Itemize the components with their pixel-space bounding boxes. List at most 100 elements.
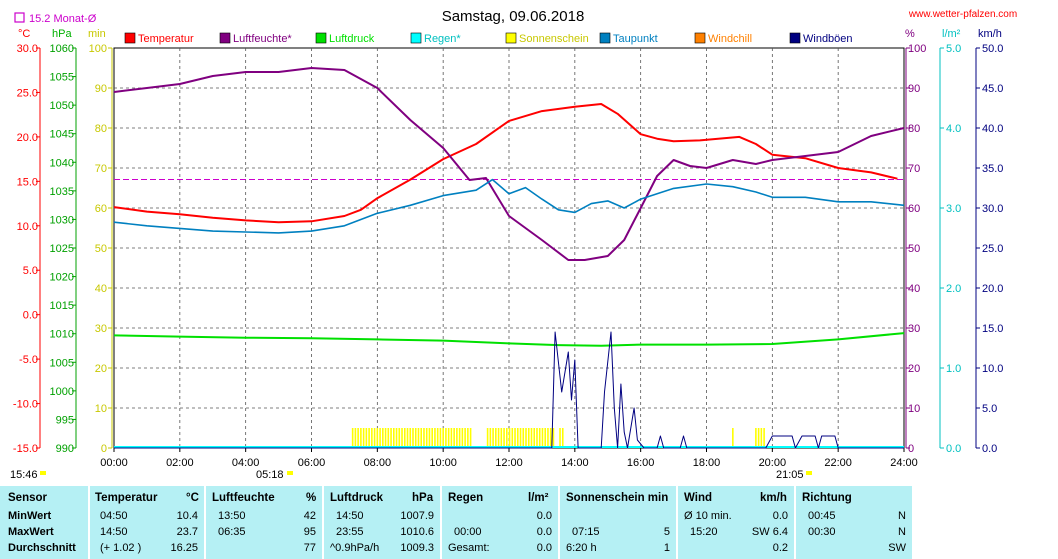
legend-swatch [124,32,136,44]
start-time: 15:46 [10,469,38,481]
wind-tick-label: 15.0 [982,323,1003,335]
grid [114,48,904,448]
rain-tick-label: 2.0 [946,283,961,295]
rain-max-time: 00:00 [454,526,482,538]
legend-swatch [315,32,327,44]
pressure-tick-label: 1010 [50,329,74,341]
x-tick-label: 16:00 [627,457,655,469]
sun-max-value: 5 [663,526,670,538]
sunshine-bar [403,428,406,448]
humidity-tick-label: 0 [908,443,914,455]
sunshine-bar [469,428,472,448]
legend: Temperatur Luftfeuchte* Luftdruck Regen* Son… [124,32,853,45]
sunshine-bar [527,428,530,448]
stats-temperature-title: Temperatur [95,492,158,504]
press-min-value: 1007.9 [400,510,434,522]
dir-row3-value: SW [888,542,906,554]
stats-pressure-unit: hPa [412,492,434,504]
sunshine-bar [486,428,489,448]
sunshine-bar [495,428,497,448]
sunshine-bar [538,428,541,448]
sunshine-bar [514,428,516,448]
sunshine-bar [519,428,522,448]
stats-rain-unit: l/m² [528,492,549,504]
sunshine-bar [549,428,552,448]
hum-min-time: 13:50 [218,510,246,522]
sunshine-bar [536,428,538,448]
legend-swatch [789,32,801,44]
temperature-tick-label: -5.0 [19,354,38,366]
x-axis: 00:00 02:00 04:00 06:00 08:00 10:00 12:00 14:00… [100,448,918,469]
wind-avg10-value: 0.0 [772,510,788,522]
legend-label: Luftfeuchte* [233,33,292,45]
pressure-tick-label: 1035 [50,186,74,198]
legend-swatch [599,32,611,44]
sunshine-bar [412,428,414,448]
stats-wind-title: Wind [684,492,712,504]
sunshine-bar [500,428,503,448]
x-tick-label: 02:00 [166,457,194,469]
temperature-tick-label: 5.0 [23,265,38,277]
sunshine-bar [376,428,379,448]
unit-temp: °C [18,28,30,40]
sunshine-bar [425,428,428,448]
hum-max-value: 95 [303,526,316,538]
stats-humidity-block: Luftfeuchte % 13:50 42 06:35 95 77 [206,486,322,559]
wind-avg-value: 0.2 [772,542,788,554]
x-tick-label: 12:00 [495,457,523,469]
press-trend: ^0.9hPa/h [330,542,380,554]
stats-wind-block: Wind km/h Ø 10 min. 0.0 15:20 SW 6.4 0.2 [678,486,794,559]
temperature-tick-label: 30.0 [17,43,38,55]
sunshine-bar [434,428,436,448]
sunshine-bar [392,428,395,448]
rain-tick-label: 1.0 [946,363,961,375]
sunshine-bar [559,428,561,448]
stats-sunshine-block: Sonnenschein min 07:15 5 6:20 h 1 [560,486,676,559]
press-avg-value: 1009.3 [400,542,434,554]
sunshine_minutes-tick-label: 0 [101,443,107,455]
sun-avg-value: 1 [663,542,670,554]
series-temperatur [113,103,898,224]
temperature-tick-label: 20.0 [17,132,38,144]
sunshine-bar [420,428,423,448]
sunshine_minutes-tick-label: 90 [95,83,107,95]
temp-max-value: 23.7 [176,526,198,538]
sun-max-time: 07:15 [572,526,600,538]
rain-total-label: Gesamt: [448,542,490,554]
sunshine-bar [436,428,439,448]
stats-humidity-unit: % [306,492,317,504]
sunshine-bar [390,428,392,448]
sunshine-bar [384,428,387,448]
stats-sunshine-title: Sonnenschein min [566,492,669,504]
temp-avg-value: 16.25 [170,542,198,554]
wind-tick-label: 0.0 [982,443,997,455]
sunshine_minutes-tick-label: 60 [95,203,107,215]
temp-min-time: 04:50 [100,510,128,522]
press-min-time: 14:50 [336,510,364,522]
hum-avg-value: 77 [303,542,316,554]
series-windben [114,331,904,449]
humidity-tick-label: 70 [908,163,920,175]
x-tick-label: 08:00 [364,457,392,469]
hum-max-time: 06:35 [218,526,246,538]
wind-tick-label: 30.0 [982,203,1003,215]
sunshine-bar [492,428,494,448]
humidity-tick-label: 50 [908,243,920,255]
pressure-tick-label: 1045 [50,129,74,141]
humidity-tick-label: 40 [908,283,920,295]
sunshine-bars [351,428,765,448]
stats-row-max-label: MaxWert [8,526,54,538]
sunshine-bar [525,428,527,448]
rain-row1-value: 0.0 [536,510,552,522]
wind-tick-label: 45.0 [982,83,1003,95]
stats-pressure-block: Luftdruck hPa 14:50 1007.9 23:55 1010.6 … [324,486,440,559]
series-taupunkt [113,178,905,234]
rain-max-value: 0.0 [536,526,552,538]
sunshine-bar [417,428,420,448]
sunshine-bar [467,428,469,448]
sunshine-bar [533,428,536,448]
unit-rain: l/m² [942,28,961,40]
pressure-tick-label: 1055 [50,72,74,84]
press-max-value: 1010.6 [400,526,434,538]
sunshine-bar [547,428,549,448]
